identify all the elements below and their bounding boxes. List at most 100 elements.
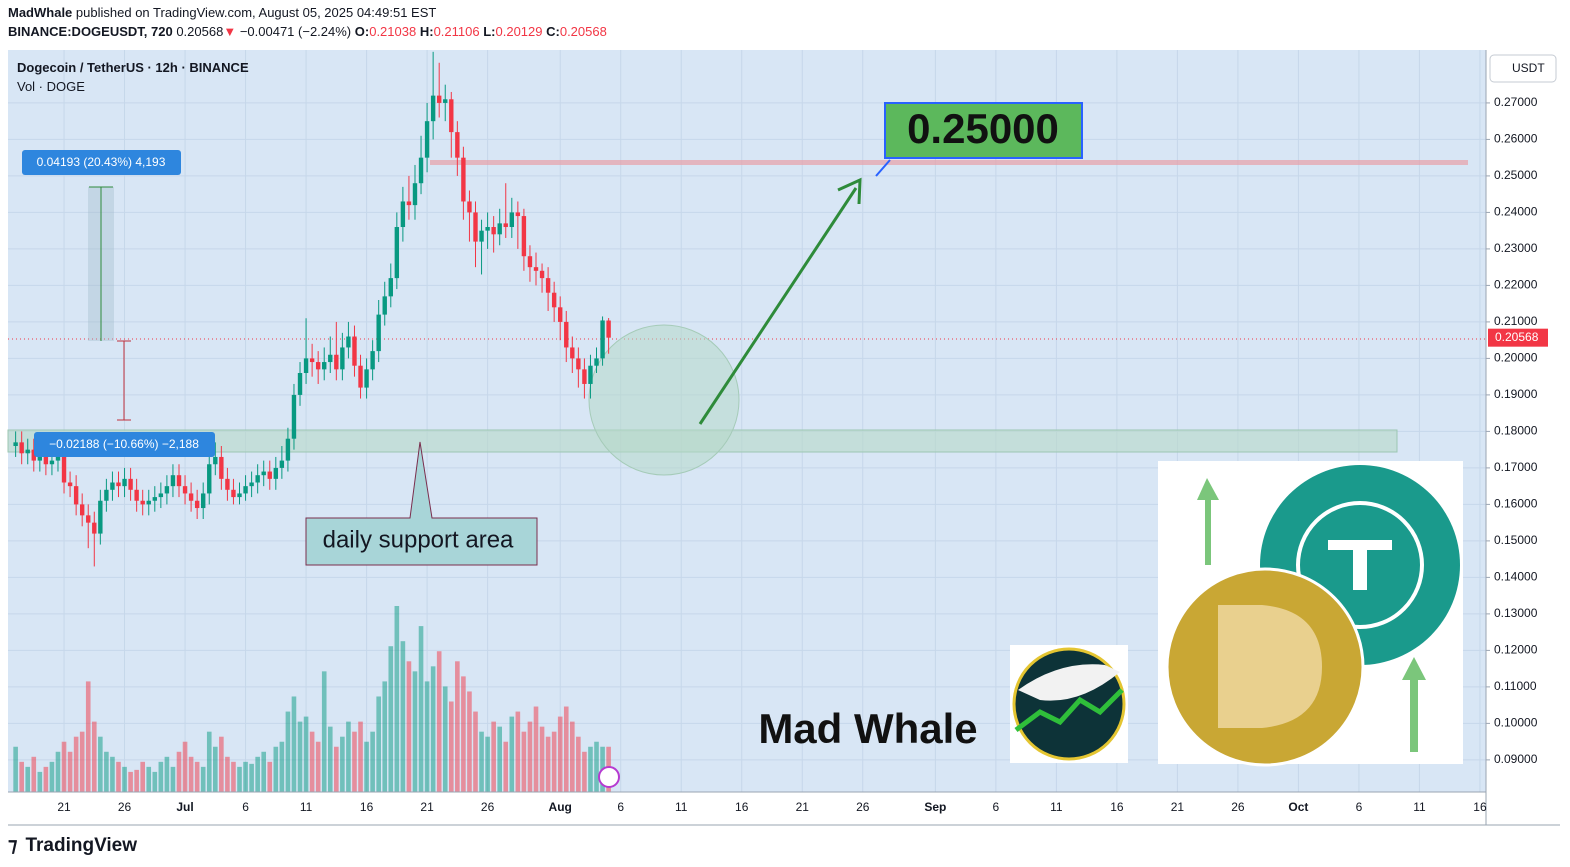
volume-bar	[315, 741, 321, 792]
candle-body	[606, 320, 611, 338]
candle-body	[334, 354, 339, 370]
volume-bar	[461, 676, 466, 792]
candle-body	[86, 515, 91, 523]
volume-bar	[364, 741, 369, 792]
candle-body	[134, 489, 139, 501]
header-line: MadWhale published on TradingView.com, A…	[8, 5, 436, 20]
candle-body	[322, 362, 327, 370]
x-tick-label: 6	[993, 800, 1000, 814]
measure-up-label: 0.04193 (20.43%) 4,193	[37, 155, 166, 169]
candle-body	[545, 278, 551, 293]
volume-bar	[219, 736, 224, 792]
candle-body	[146, 500, 151, 505]
volume-bar	[110, 756, 115, 792]
volume-bar	[455, 661, 460, 792]
volume-bar	[79, 731, 85, 792]
chart-title: Dogecoin / TetherUS · 12h · BINANCE	[17, 60, 249, 75]
arrow-head	[837, 177, 862, 205]
volume-bar	[588, 746, 593, 792]
candle-body	[352, 336, 357, 366]
candle-body	[61, 453, 67, 483]
candle-body	[509, 212, 515, 228]
volume-bar	[503, 741, 509, 792]
volume-bar	[582, 751, 587, 792]
candle-body	[158, 493, 164, 498]
change: −0.00471 (−2.24%)	[240, 24, 351, 39]
support-label: daily support area	[323, 526, 514, 553]
volume-bar	[188, 756, 194, 792]
last-price-label: 0.20568	[1495, 330, 1539, 344]
volume-bar	[231, 761, 236, 792]
candle-body	[527, 256, 533, 268]
y-tick-label: 0.09000	[1494, 752, 1538, 766]
candle-body	[418, 157, 424, 184]
down-arrow: ▼	[223, 24, 236, 39]
candle-body	[110, 482, 115, 490]
volume-bar	[73, 736, 79, 792]
candle-body	[207, 464, 212, 494]
candle-body	[436, 95, 442, 103]
volume-bar	[243, 761, 248, 792]
volume-bar	[303, 716, 309, 792]
volume-bar	[200, 766, 206, 792]
x-tick-label: 21	[420, 800, 434, 814]
candle-body	[406, 201, 412, 206]
candle-body	[67, 482, 73, 487]
candle-body	[491, 227, 496, 235]
volume-bar	[346, 721, 351, 792]
volume-bar	[406, 661, 412, 792]
x-tick-label: Sep	[924, 800, 946, 814]
volume-bar	[436, 651, 442, 792]
x-tick-label: 6	[242, 800, 249, 814]
volume-bar	[13, 746, 18, 792]
candle-body	[285, 438, 291, 461]
volume-bar	[164, 756, 170, 792]
candle-body	[279, 460, 285, 468]
candle-body	[122, 478, 127, 487]
published: published on TradingView.com, August 05,…	[76, 5, 436, 20]
volume-bar	[479, 731, 484, 792]
volume-bar	[273, 746, 279, 792]
volume-bar	[213, 746, 218, 792]
resistance-line	[430, 160, 1468, 165]
currency-box	[1489, 54, 1557, 83]
candle-body	[358, 365, 363, 388]
h-label: H:	[420, 24, 434, 39]
candle-body	[449, 99, 454, 133]
x-tick-label: Aug	[549, 800, 572, 814]
volume-bar	[43, 766, 49, 792]
volume-bar	[19, 761, 24, 792]
volume-bar	[576, 736, 581, 792]
candle-body	[261, 471, 266, 476]
candle-body	[479, 230, 484, 242]
volume-bar	[255, 756, 260, 792]
volume-bar	[237, 766, 242, 792]
volume-bar	[352, 731, 357, 792]
volume-bar	[25, 766, 31, 792]
y-tick-label: 0.14000	[1494, 570, 1538, 584]
logo-mark: ⁊	[8, 835, 17, 856]
o-value: 0.21038	[369, 24, 416, 39]
candle-body	[98, 500, 103, 534]
candle-body	[570, 347, 575, 359]
last-price: 0.20568	[176, 24, 223, 39]
volume-bar	[140, 761, 145, 792]
volume-bar	[134, 769, 139, 792]
last-price-box	[1488, 328, 1548, 347]
whale-line	[1014, 688, 1124, 732]
candle-body	[116, 482, 121, 487]
x-tick-label: 11	[675, 800, 688, 814]
candle-body	[267, 471, 272, 479]
volume-bar	[309, 731, 315, 792]
volume-bar	[557, 716, 563, 792]
symbol: BINANCE:DOGEUSDT, 720	[8, 24, 173, 39]
candle-body	[49, 460, 55, 465]
volume-bar	[249, 763, 254, 792]
volume-bar	[515, 711, 521, 792]
x-tick-label: 26	[118, 800, 132, 814]
x-tick-label: 21	[57, 800, 71, 814]
target-label: 0.25000	[907, 105, 1059, 152]
brand-label: Mad Whale	[758, 705, 977, 752]
volume-bar	[146, 766, 152, 792]
